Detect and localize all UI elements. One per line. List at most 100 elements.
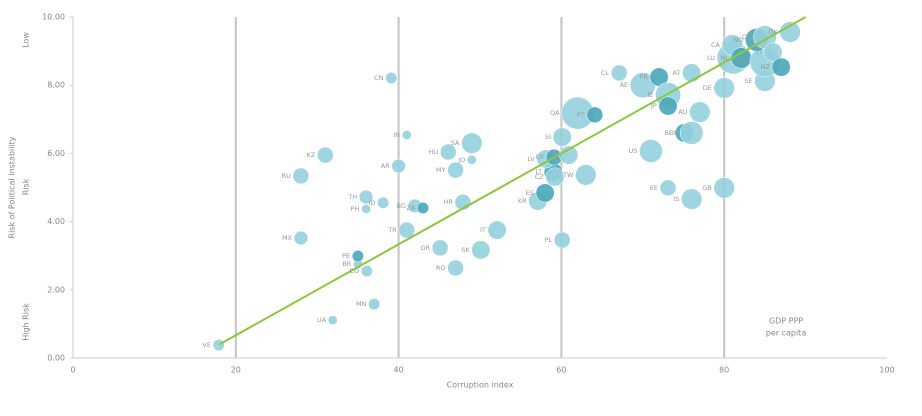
x-tick-label: 40 [394, 366, 404, 375]
point-label: CZ [535, 173, 545, 181]
point-label: NZ [761, 63, 771, 71]
y-tick-label: 4.00 [47, 217, 65, 226]
bubble [658, 96, 678, 116]
bubble [763, 42, 783, 62]
point-label: HU [429, 148, 439, 156]
bubble [487, 220, 507, 240]
point-label: LU [707, 54, 715, 62]
point-label: PL [545, 236, 553, 244]
point-label: PH [351, 205, 360, 213]
point-label: SI [545, 133, 551, 141]
y-tick-label: 0.00 [47, 354, 65, 363]
point-label: MY [436, 166, 446, 174]
bubble [467, 155, 477, 165]
bubble [553, 231, 571, 249]
point-label: IS [673, 195, 679, 203]
point-label: ID [368, 199, 375, 207]
bubble [535, 183, 555, 203]
point-label: CN [374, 74, 384, 82]
bubble [401, 130, 412, 140]
point-label: US [629, 147, 638, 155]
point-label: BR [342, 260, 351, 268]
point-label: IL [552, 151, 558, 159]
point-label: AT [673, 69, 681, 77]
point-label: FR [640, 73, 649, 81]
point-label: UA [317, 316, 327, 324]
point-label: HR [443, 198, 453, 206]
x-axis-label: Corruption index [447, 381, 514, 390]
point-label: CA [711, 41, 721, 49]
bubble [545, 167, 565, 187]
point-label: DK [769, 28, 779, 36]
bubble [681, 188, 703, 210]
bubble [682, 63, 702, 83]
point-label: IN [393, 131, 400, 139]
x-tick-label: 0 [70, 366, 75, 375]
bubble [575, 164, 597, 186]
bubble [552, 127, 572, 147]
x-tick-label: 60 [556, 366, 566, 375]
x-tick-label: 80 [719, 366, 729, 375]
bubble [212, 339, 225, 352]
bubble [368, 298, 381, 311]
y-annotation: Risk [22, 178, 31, 195]
y-annotation: High Risk [22, 303, 31, 341]
point-label: GB [702, 184, 712, 192]
x-tick-label: 100 [879, 366, 894, 375]
y-tick-label: 2.00 [47, 285, 65, 294]
size-legend-title: GDP PPP [769, 317, 803, 326]
bubble [317, 146, 334, 164]
bubble [713, 77, 735, 99]
bubble [713, 177, 735, 199]
bubble [610, 64, 628, 82]
bubble [586, 106, 604, 124]
bubble [447, 259, 464, 277]
point-label: GR [421, 244, 431, 252]
bubble [659, 179, 677, 197]
y-axis-label: Risk of Political Instability [8, 136, 17, 238]
point-label: NL [720, 54, 729, 62]
point-label: JP [650, 102, 657, 110]
point-label: VE [202, 341, 211, 349]
point-label: BG [397, 202, 406, 210]
point-label: MN [356, 300, 367, 308]
point-label: DE [703, 84, 712, 92]
y-tick-label: 10.00 [42, 13, 65, 22]
point-label: AR [381, 162, 390, 170]
y-tick-label: 8.00 [47, 81, 65, 90]
point-label: IT [480, 226, 486, 234]
point-label: PT [577, 111, 585, 119]
point-label: ES [526, 189, 534, 197]
x-tick-label: 20 [231, 366, 241, 375]
point-label: SE [744, 77, 752, 85]
bubble [679, 121, 704, 145]
bubble [398, 221, 416, 239]
point-label: SK [461, 246, 470, 254]
bubble [327, 315, 338, 325]
point-label: JO [457, 156, 465, 164]
point-label: CL [601, 69, 610, 77]
point-label: QA [550, 109, 560, 117]
bubble [385, 72, 398, 85]
y-annotation: Low [22, 32, 31, 48]
point-label: ZA [406, 204, 415, 212]
bubble [461, 132, 483, 154]
point-label: PE [342, 252, 350, 260]
point-label: KZ [307, 151, 316, 159]
bubble [771, 57, 791, 77]
y-tick-label: 6.00 [47, 149, 65, 158]
point-label: TW [562, 171, 574, 179]
bubble [351, 250, 364, 263]
point-label: LT [535, 168, 542, 176]
bubble [471, 240, 491, 260]
bubble [431, 239, 449, 257]
bubble [377, 196, 390, 209]
point-label: CY [536, 153, 544, 161]
point-label: MX [282, 234, 293, 242]
bubble [292, 167, 310, 185]
bubble [358, 189, 374, 205]
point-label: NO [733, 36, 743, 44]
point-label: CH [742, 33, 752, 41]
point-label: CO [349, 267, 359, 275]
